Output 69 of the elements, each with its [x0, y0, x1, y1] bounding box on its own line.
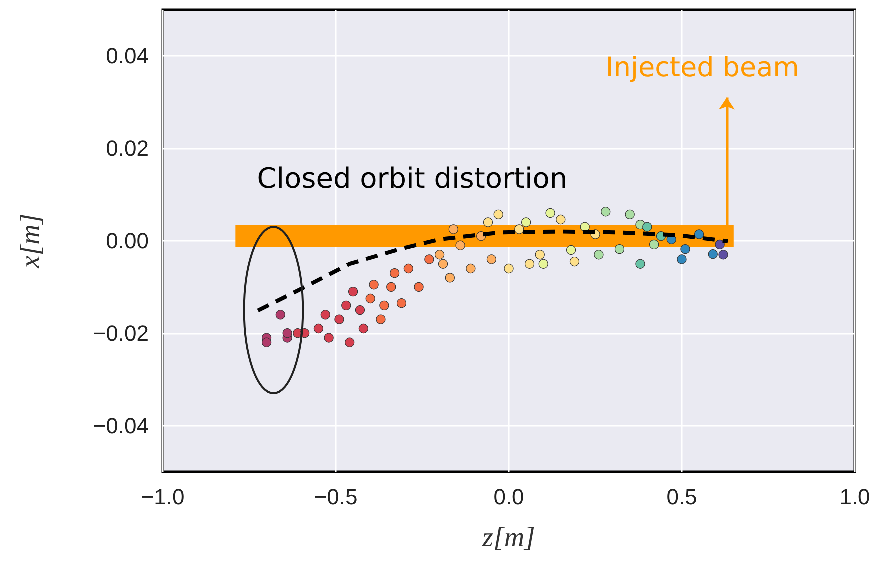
point: [504, 264, 514, 274]
point: [314, 324, 324, 334]
point: [677, 254, 687, 264]
point: [456, 240, 466, 250]
point: [404, 264, 414, 274]
point: [438, 259, 448, 269]
x-tick-label: 1.0: [840, 484, 870, 510]
x-tick-label: 0.0: [494, 484, 524, 510]
point: [348, 287, 358, 297]
point: [386, 282, 396, 292]
point: [342, 300, 352, 310]
point: [320, 310, 330, 320]
point: [355, 306, 366, 316]
point: [366, 294, 376, 304]
point: [625, 210, 635, 220]
point: [414, 282, 424, 292]
point: [614, 244, 625, 254]
point: [445, 273, 455, 283]
point: [680, 244, 690, 254]
x-tick-label: −1.0: [141, 484, 185, 510]
annotation: Injected beam: [606, 52, 800, 84]
y-tick-label: −0.04: [93, 413, 149, 438]
point: [522, 218, 532, 228]
point: [486, 254, 496, 264]
point: [538, 259, 548, 269]
point: [636, 259, 646, 269]
point: [334, 314, 344, 324]
point: [535, 250, 545, 260]
point: [570, 256, 580, 267]
point: [282, 328, 292, 338]
annotation: Closed orbit distortion: [257, 162, 568, 196]
point: [642, 222, 652, 232]
x-tick-label: −0.5: [314, 484, 358, 510]
point: [435, 250, 445, 260]
point: [262, 338, 272, 348]
point: [448, 224, 458, 234]
point: [546, 208, 556, 218]
point: [566, 245, 576, 256]
line-series: [256, 230, 730, 313]
point: [396, 298, 407, 308]
point: [483, 218, 494, 228]
point: [276, 310, 286, 320]
point: [718, 250, 728, 260]
point: [715, 240, 725, 250]
point: [380, 300, 390, 310]
point: [524, 259, 535, 269]
y-tick-label: 0.02: [106, 136, 149, 162]
point: [694, 230, 704, 240]
point: [466, 264, 476, 274]
y-tick-label: 0.00: [106, 228, 149, 254]
point: [358, 324, 368, 334]
point: [494, 210, 504, 220]
point: [424, 254, 434, 264]
point: [556, 214, 566, 225]
point: [376, 314, 386, 324]
point: [708, 250, 718, 260]
y-tick-label: 0.04: [106, 44, 149, 69]
point: [369, 280, 379, 290]
point: [324, 333, 334, 343]
point: [390, 268, 400, 278]
x-tick-label: 0.5: [666, 484, 698, 510]
point: [650, 240, 660, 250]
x-axis-title: z[m]: [482, 522, 536, 554]
y-tick-label: −0.02: [93, 320, 149, 346]
point: [594, 250, 604, 260]
y-axis-title: x[m]: [16, 214, 46, 270]
point: [514, 224, 524, 234]
point: [601, 207, 611, 217]
point: [345, 338, 355, 348]
